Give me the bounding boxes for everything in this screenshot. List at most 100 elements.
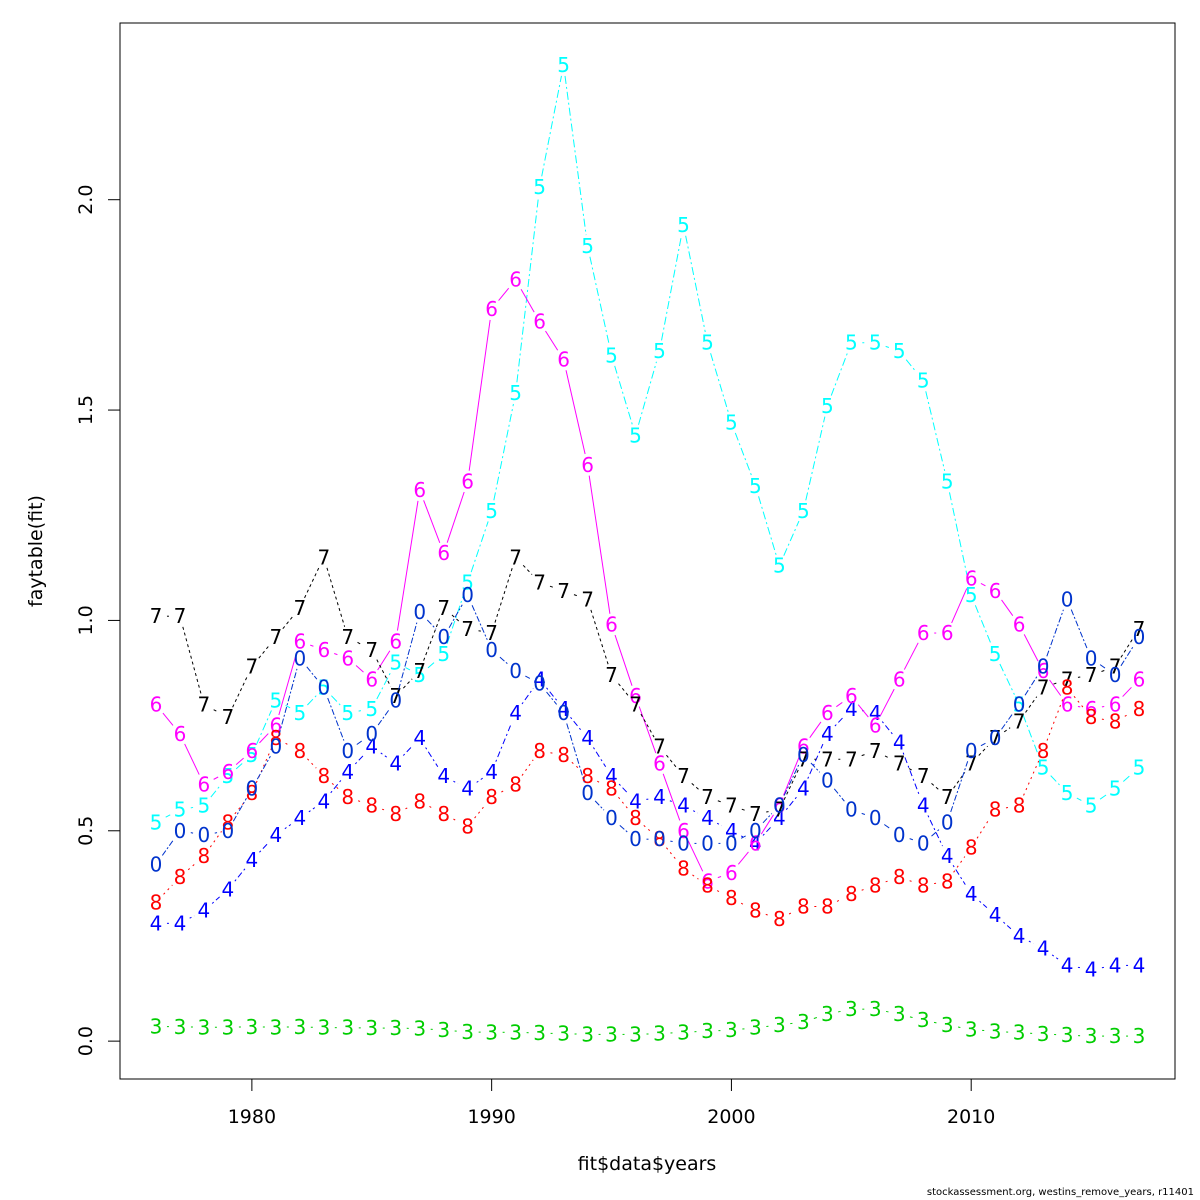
series-4-segment bbox=[1051, 954, 1059, 960]
series-0-point: 0 bbox=[797, 743, 810, 767]
series-0-segment bbox=[377, 709, 390, 726]
series-8-segment bbox=[209, 831, 222, 848]
series-6-point: 6 bbox=[653, 751, 666, 775]
series-5-point: 5 bbox=[222, 764, 235, 788]
series-7-segment bbox=[978, 745, 988, 756]
series-8-segment bbox=[885, 880, 890, 883]
series-8-point: 8 bbox=[509, 772, 522, 796]
series-5-point: 5 bbox=[341, 701, 354, 725]
y-tick-label: 0.5 bbox=[75, 816, 97, 846]
x-axis-title: fit$data$years bbox=[578, 1153, 717, 1175]
series-8-segment bbox=[474, 805, 486, 819]
series-3-segment bbox=[909, 1016, 913, 1018]
series-0-point: 0 bbox=[485, 638, 498, 662]
series-7-point: 7 bbox=[198, 693, 211, 717]
series-0-point: 0 bbox=[1085, 646, 1098, 670]
series-5-segment bbox=[614, 365, 633, 425]
series-6-segment bbox=[857, 704, 869, 718]
series-5-point: 5 bbox=[965, 583, 978, 607]
series-4-point: 4 bbox=[845, 697, 858, 721]
series-7-segment bbox=[282, 616, 294, 630]
series-7-point: 7 bbox=[893, 751, 906, 775]
series-6-segment bbox=[980, 583, 986, 587]
series-4-point: 4 bbox=[773, 806, 786, 830]
series-6-point: 6 bbox=[389, 629, 402, 653]
series-6-point: 6 bbox=[174, 722, 187, 746]
series-5-point: 5 bbox=[917, 369, 930, 393]
series-6-point: 6 bbox=[365, 667, 378, 691]
series-0-point: 0 bbox=[509, 659, 522, 683]
series-8-point: 8 bbox=[317, 764, 330, 788]
series-7-point: 7 bbox=[1133, 617, 1146, 641]
series-4-segment bbox=[546, 687, 558, 701]
series-7-point: 7 bbox=[341, 625, 354, 649]
series-6-point: 6 bbox=[557, 348, 570, 372]
series-6-segment bbox=[614, 634, 633, 686]
series-5-point: 5 bbox=[437, 642, 450, 666]
series-5-point: 5 bbox=[533, 175, 546, 199]
series-7-point: 7 bbox=[485, 621, 498, 645]
series-0-point: 0 bbox=[749, 819, 762, 843]
series-6-point: 6 bbox=[773, 794, 786, 818]
series-5-point: 5 bbox=[581, 234, 594, 258]
series-5-segment bbox=[783, 520, 800, 556]
series-7-segment bbox=[232, 676, 248, 708]
series-7-segment bbox=[666, 754, 677, 768]
series-7-point: 7 bbox=[174, 604, 187, 628]
series-3-point: 3 bbox=[677, 1020, 690, 1044]
series-7-point: 7 bbox=[821, 747, 834, 771]
series-5-point: 5 bbox=[365, 697, 378, 721]
series-7-point: 7 bbox=[941, 785, 954, 809]
series-5-point: 5 bbox=[629, 423, 642, 447]
series-8-segment bbox=[861, 888, 866, 891]
series-3-point: 3 bbox=[293, 1015, 306, 1039]
series-6-segment bbox=[259, 733, 269, 744]
series-0-segment bbox=[783, 764, 800, 796]
series-5-segment bbox=[285, 705, 291, 709]
x-tick-label: 2010 bbox=[947, 1106, 995, 1128]
series-4-segment bbox=[354, 754, 365, 765]
series-6-point: 6 bbox=[509, 268, 522, 292]
series-5-segment bbox=[638, 361, 657, 425]
series-5-point: 5 bbox=[1109, 777, 1122, 801]
series-8-segment bbox=[521, 759, 534, 776]
series-8-point: 8 bbox=[797, 895, 810, 919]
series-7-point: 7 bbox=[989, 726, 1002, 750]
series-7-segment bbox=[376, 659, 392, 687]
series-7-point: 7 bbox=[917, 764, 930, 788]
y-axis: 0.0 0.5 1.0 1.5 2.0 bbox=[75, 185, 121, 1056]
series-4-point: 4 bbox=[1037, 937, 1050, 961]
y-axis-title: faytable(fit) bbox=[25, 495, 47, 607]
series-3-point: 3 bbox=[1085, 1024, 1098, 1048]
series-7-segment bbox=[402, 678, 413, 689]
series-0-segment bbox=[909, 838, 914, 841]
series-0-segment bbox=[1070, 609, 1088, 649]
series-3-segment bbox=[837, 1010, 841, 1013]
series-6-segment bbox=[377, 650, 391, 671]
series-8-point: 8 bbox=[437, 802, 450, 826]
series-5-point: 5 bbox=[1013, 693, 1026, 717]
series-4-point: 4 bbox=[653, 785, 666, 809]
series-3-point: 3 bbox=[485, 1020, 498, 1044]
series-8-segment bbox=[307, 758, 317, 769]
y-tick-label: 0.0 bbox=[75, 1026, 97, 1056]
series-6-segment bbox=[278, 651, 298, 716]
series-4-point: 4 bbox=[797, 777, 810, 801]
series-4-point: 4 bbox=[701, 806, 714, 830]
series-6-segment bbox=[1001, 599, 1014, 616]
series-6-point: 6 bbox=[1037, 659, 1050, 683]
series-6-point: 6 bbox=[293, 629, 306, 653]
series-6-segment bbox=[879, 688, 895, 717]
series-8-point: 8 bbox=[869, 873, 882, 897]
series-5-point: 5 bbox=[797, 499, 810, 523]
series-0-point: 0 bbox=[533, 672, 546, 696]
series-7-segment bbox=[326, 567, 346, 627]
series-4-point: 4 bbox=[174, 911, 187, 935]
series-8-point: 8 bbox=[485, 785, 498, 809]
series-0-point: 0 bbox=[989, 726, 1002, 750]
series-6-point: 6 bbox=[965, 566, 978, 590]
series-0-point: 0 bbox=[1037, 655, 1050, 679]
x-tick-label: 1980 bbox=[228, 1106, 276, 1128]
series-7-point: 7 bbox=[1061, 667, 1074, 691]
series-8-point: 8 bbox=[1133, 697, 1146, 721]
